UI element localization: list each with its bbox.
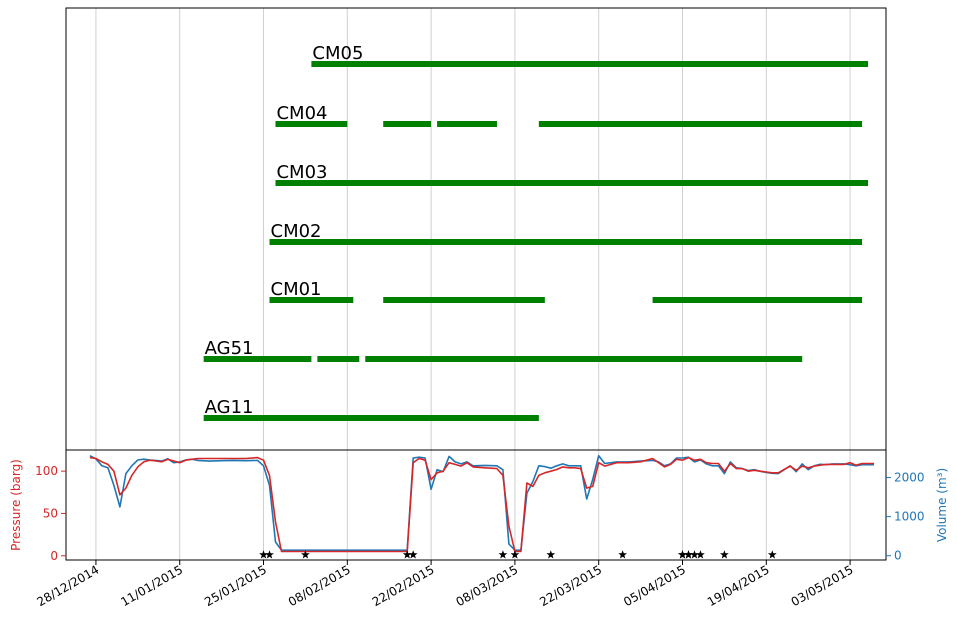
pressure-line [89, 456, 874, 553]
timeline-segment [652, 297, 863, 303]
timeline-segment [538, 121, 863, 127]
timeline-segment [275, 121, 348, 127]
bottom-panel-frame [65, 449, 887, 561]
pressure-volume-lines [89, 454, 874, 553]
y-tick-label: 100 [35, 464, 58, 478]
event-star [690, 550, 699, 559]
timeline-segment [269, 239, 863, 245]
well-label: CM03 [276, 162, 327, 183]
timeline-bars [203, 61, 869, 421]
timeline-segment [317, 356, 360, 362]
timeline-segment [437, 121, 497, 127]
event-star [618, 550, 627, 559]
well-label: CM02 [271, 221, 322, 242]
timeline-segment [365, 356, 803, 362]
top-panel-grid [95, 8, 851, 450]
event-star [678, 550, 687, 559]
pressure-axis-label: Pressure (barg) [9, 459, 23, 551]
event-star [767, 550, 777, 559]
timeline-segment [383, 297, 545, 303]
timeline-segment [269, 297, 354, 303]
event-star [510, 550, 520, 559]
well-label: CM05 [312, 43, 363, 64]
event-star [259, 550, 268, 559]
timeline-segment [203, 415, 539, 421]
timeline-labels: CM05 CM04 CM03 CM02 CM01 AG51 AG11 [205, 43, 364, 418]
event-star [696, 550, 705, 559]
volume-axis-label: Volume (m³) [935, 468, 949, 542]
timeline-segment [203, 356, 312, 362]
timeline-segment [275, 180, 869, 186]
well-label: CM01 [271, 279, 322, 300]
y2-tick-label: 1000 [894, 510, 925, 524]
y2-tick-label: 2000 [894, 471, 925, 485]
event-star [408, 550, 418, 559]
event-star [720, 550, 729, 559]
bottom-panel-grid [95, 450, 851, 560]
event-star [265, 550, 274, 559]
event-star [301, 550, 310, 559]
event-markers [259, 550, 777, 559]
event-star [546, 550, 556, 559]
y2-tick-label: 0 [894, 549, 902, 563]
well-label: AG51 [205, 338, 254, 359]
timeline-segment [311, 61, 869, 67]
event-star [402, 550, 412, 559]
y-tick-label: 0 [50, 549, 58, 563]
event-star [498, 550, 508, 559]
event-star [684, 550, 693, 559]
y-tick-label: 50 [43, 506, 58, 520]
timeline-segment [383, 121, 432, 127]
well-label: AG11 [205, 397, 254, 418]
well-label: CM04 [276, 103, 327, 124]
